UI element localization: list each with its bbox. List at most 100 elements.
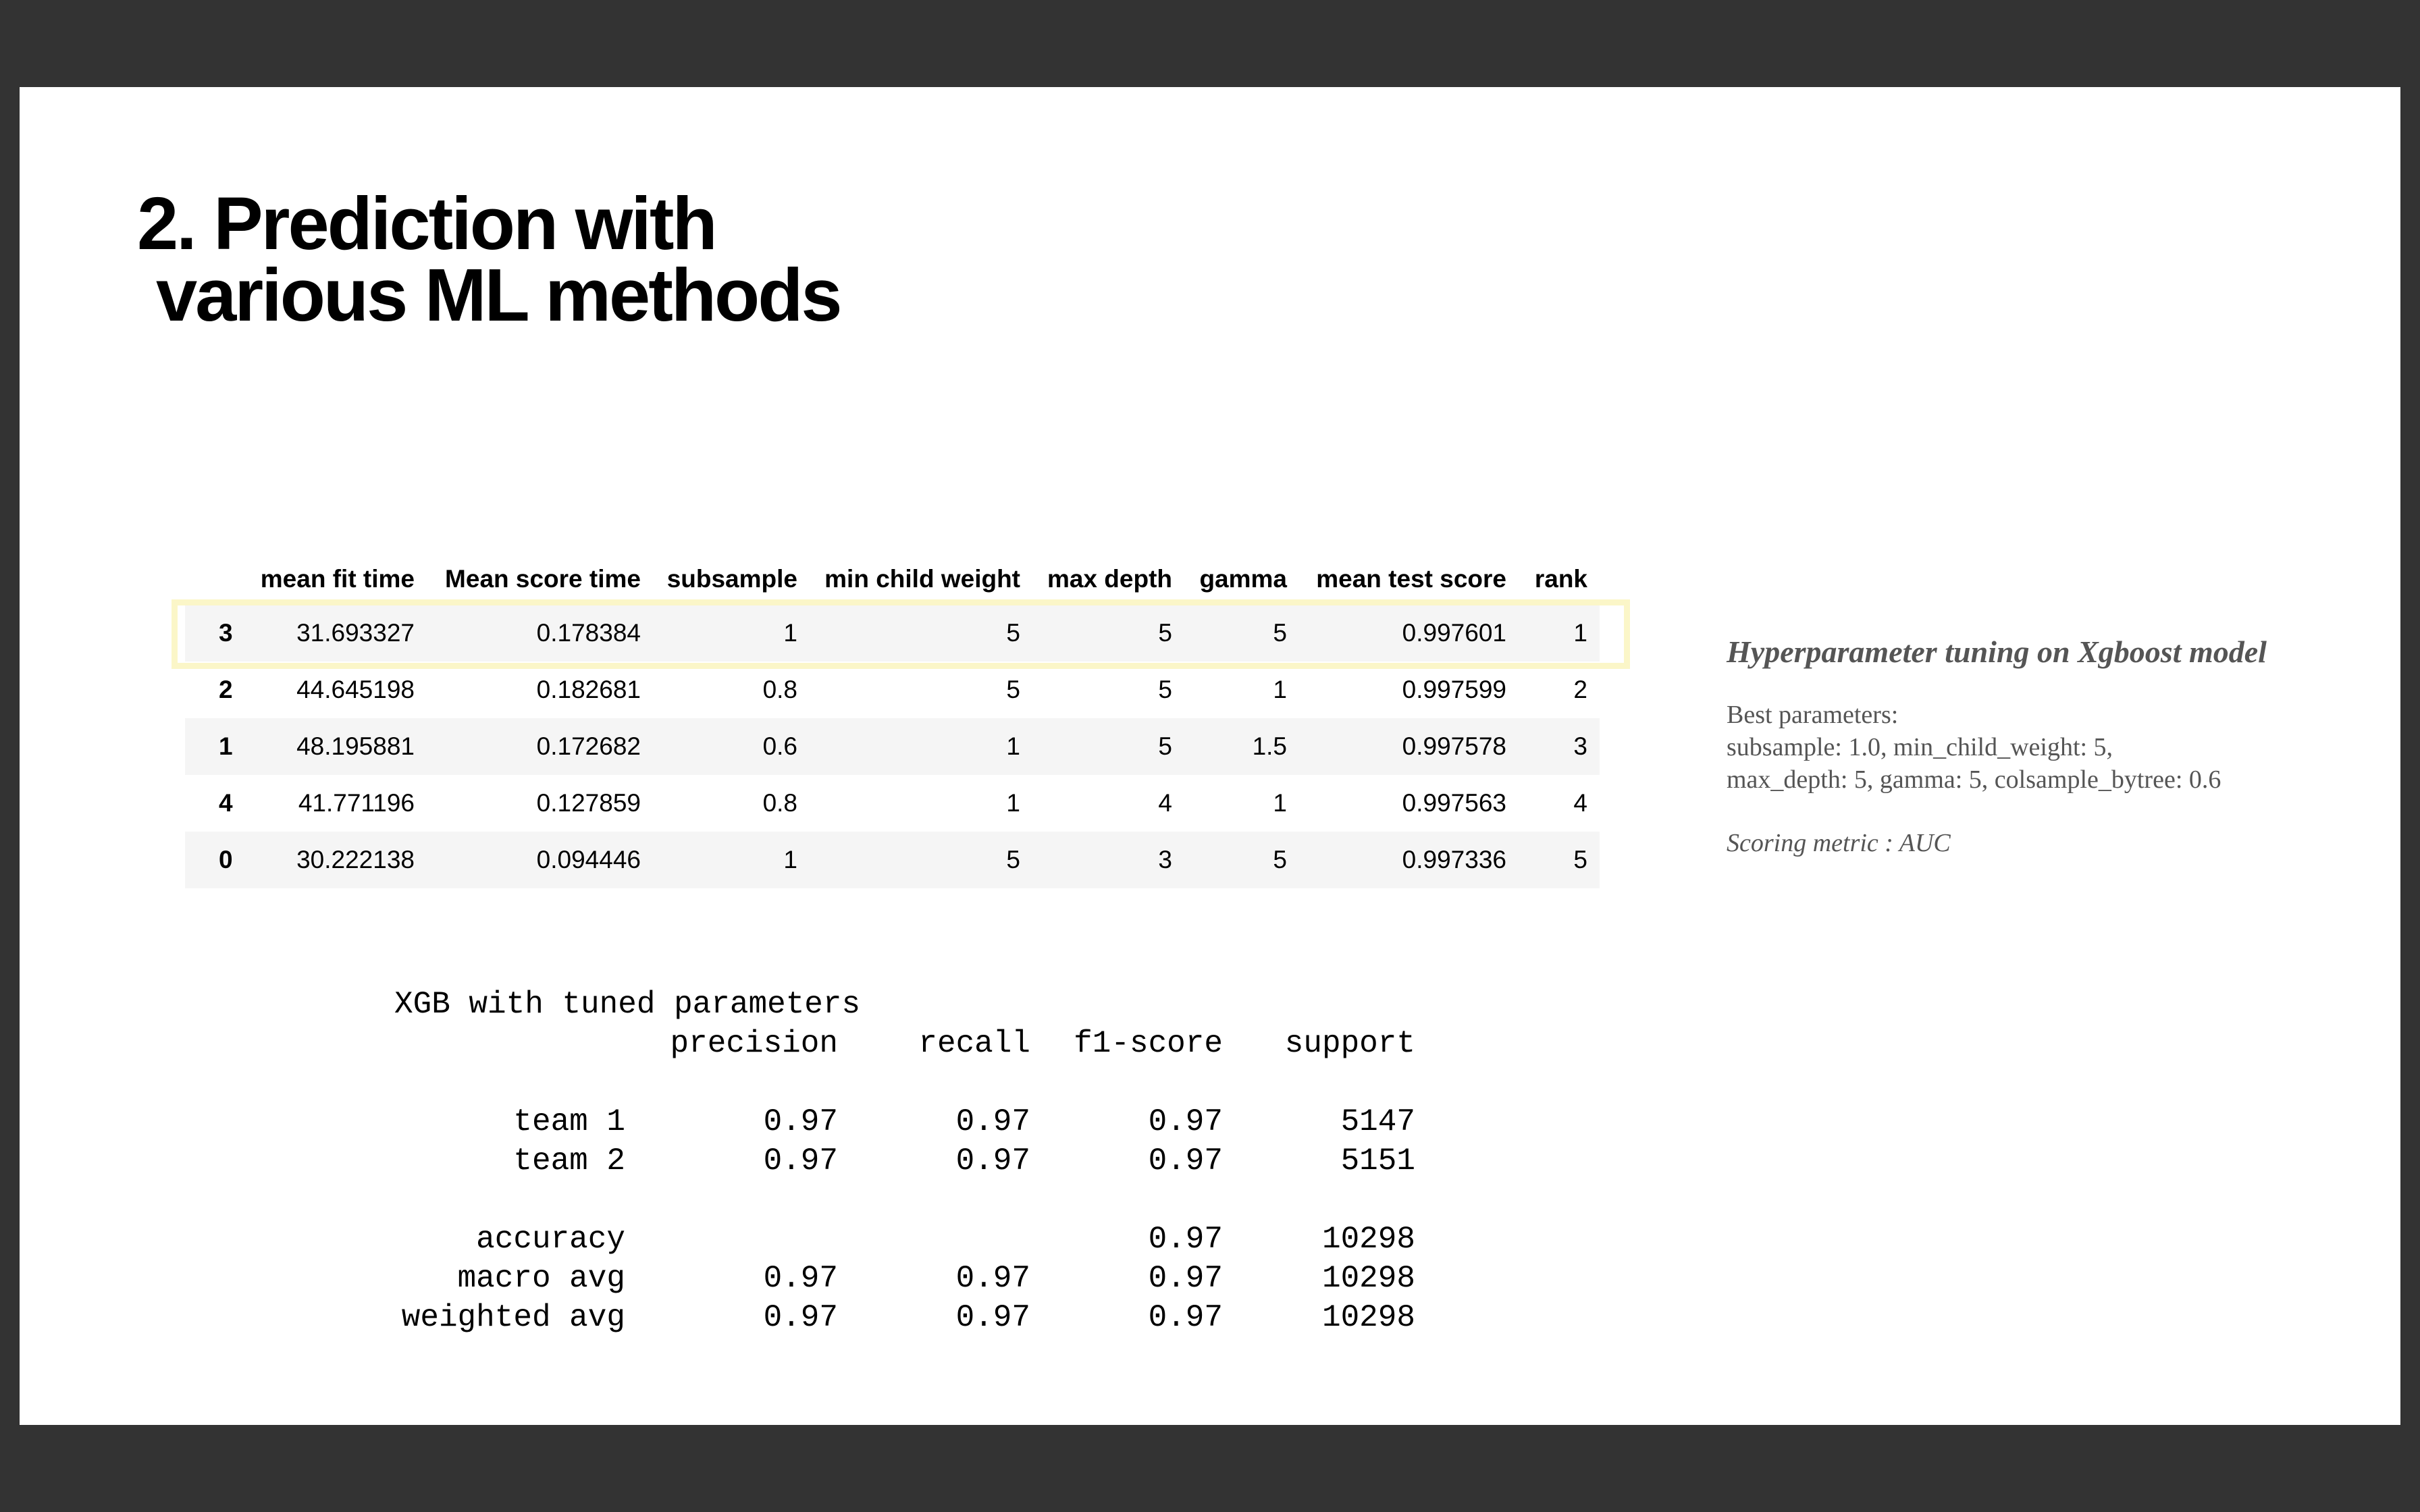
cell-mean-score-time: 0.178384 bbox=[536, 619, 641, 647]
report-summary-row: macro avg 0.97 0.97 0.97 10298 bbox=[394, 1259, 1415, 1298]
cell-rank: 5 bbox=[1573, 846, 1587, 873]
report-title: XGB with tuned parameters bbox=[394, 987, 861, 1022]
cell-gamma: 1.5 bbox=[1252, 732, 1287, 760]
report-row-label: accuracy bbox=[476, 1222, 625, 1257]
report-precision: 0.97 bbox=[763, 1300, 838, 1335]
cell-mean-fit-time: 30.222138 bbox=[296, 846, 415, 873]
cell-gamma: 5 bbox=[1273, 619, 1287, 647]
cell-mean-test-score: 0.997336 bbox=[1402, 846, 1506, 873]
header-max-depth: max depth bbox=[1047, 565, 1172, 593]
title-line-1: 2. Prediction with bbox=[137, 182, 718, 265]
report-row: team 1 0.97 0.97 0.97 5147 bbox=[394, 1102, 1415, 1141]
cell-max-depth: 5 bbox=[1158, 676, 1172, 703]
cell-max-depth: 4 bbox=[1158, 789, 1172, 817]
report-support: 5151 bbox=[1340, 1143, 1415, 1179]
note-title: Hyperparameter tuning on Xgboost model bbox=[1727, 634, 2267, 669]
row-index: 1 bbox=[219, 732, 233, 760]
cell-subsample: 1 bbox=[783, 846, 797, 873]
report-f1: 0.97 bbox=[1148, 1143, 1223, 1179]
header-min-child-weight: min child weight bbox=[824, 565, 1020, 593]
col-support: support bbox=[1284, 1026, 1415, 1061]
cell-max-depth: 3 bbox=[1158, 846, 1172, 873]
cell-min-child-weight: 5 bbox=[1006, 846, 1020, 873]
cell-mean-fit-time: 31.693327 bbox=[296, 619, 415, 647]
cell-max-depth: 5 bbox=[1158, 619, 1172, 647]
report-row-label: team 2 bbox=[513, 1143, 625, 1179]
slide: 2. Prediction with various ML methods mea… bbox=[20, 87, 2400, 1425]
cell-subsample: 1 bbox=[783, 619, 797, 647]
cell-mean-score-time: 0.094446 bbox=[536, 846, 641, 873]
header-rank: rank bbox=[1534, 565, 1587, 593]
col-recall: recall bbox=[918, 1026, 1030, 1061]
cell-gamma: 5 bbox=[1273, 846, 1287, 873]
best-parameters-label: Best parameters: bbox=[1727, 701, 1899, 729]
report-summary-row: accuracy 0.97 10298 bbox=[394, 1220, 1415, 1259]
table-row: 3 31.693327 0.178384 1 5 5 5 0.997601 1 bbox=[185, 605, 1600, 662]
cell-mean-test-score: 0.997599 bbox=[1402, 676, 1506, 703]
cell-gamma: 1 bbox=[1273, 789, 1287, 817]
cell-subsample: 0.8 bbox=[762, 676, 797, 703]
header-mean-test-score: mean test score bbox=[1316, 565, 1506, 593]
report-row-label: weighted avg bbox=[401, 1300, 625, 1335]
col-precision: precision bbox=[670, 1026, 838, 1061]
report-support: 10298 bbox=[1321, 1222, 1415, 1257]
classification-report: XGB with tuned parameters precision reca… bbox=[394, 985, 1415, 1337]
cell-max-depth: 5 bbox=[1158, 732, 1172, 760]
cell-mean-fit-time: 41.771196 bbox=[298, 789, 415, 817]
col-f1-score: f1-score bbox=[1074, 1026, 1223, 1061]
results-table: mean fit time Mean score time subsample … bbox=[185, 548, 1600, 888]
cell-min-child-weight: 5 bbox=[1006, 676, 1020, 703]
report-support: 10298 bbox=[1321, 1300, 1415, 1335]
report-precision: 0.97 bbox=[763, 1143, 838, 1179]
cell-mean-test-score: 0.997578 bbox=[1402, 732, 1506, 760]
cell-rank: 2 bbox=[1573, 676, 1587, 703]
header-subsample: subsample bbox=[666, 565, 797, 593]
row-index: 0 bbox=[219, 846, 233, 873]
report-f1: 0.97 bbox=[1148, 1261, 1223, 1296]
cell-min-child-weight: 5 bbox=[1006, 619, 1020, 647]
report-f1: 0.97 bbox=[1148, 1300, 1223, 1335]
row-index: 3 bbox=[219, 619, 233, 647]
report-row-label: macro avg bbox=[457, 1261, 625, 1296]
report-header: precision recall f1-score support bbox=[394, 1024, 1415, 1063]
report-recall: 0.97 bbox=[955, 1104, 1030, 1139]
cell-min-child-weight: 1 bbox=[1006, 789, 1020, 817]
header-gamma: gamma bbox=[1199, 565, 1287, 593]
cell-mean-fit-time: 44.645198 bbox=[296, 676, 415, 703]
cell-mean-score-time: 0.172682 bbox=[536, 732, 641, 760]
table-row: 2 44.645198 0.182681 0.8 5 5 1 0.997599 … bbox=[185, 662, 1600, 718]
report-recall: 0.97 bbox=[955, 1143, 1030, 1179]
report-recall bbox=[838, 1220, 1030, 1259]
cell-rank: 4 bbox=[1573, 789, 1587, 817]
report-f1: 0.97 bbox=[1148, 1104, 1223, 1139]
report-recall: 0.97 bbox=[955, 1261, 1030, 1296]
slide-title: 2. Prediction with various ML methods bbox=[137, 187, 843, 337]
row-index: 4 bbox=[219, 789, 233, 817]
report-support: 5147 bbox=[1340, 1104, 1415, 1139]
cell-min-child-weight: 1 bbox=[1006, 732, 1020, 760]
report-precision bbox=[625, 1220, 838, 1259]
cell-mean-score-time: 0.127859 bbox=[536, 789, 641, 817]
cell-mean-test-score: 0.997601 bbox=[1402, 619, 1506, 647]
header-mean-fit-time: mean fit time bbox=[260, 565, 415, 593]
cell-gamma: 1 bbox=[1273, 676, 1287, 703]
header-mean-score-time: Mean score time bbox=[445, 565, 641, 593]
report-row: team 2 0.97 0.97 0.97 5151 bbox=[394, 1141, 1415, 1181]
report-precision: 0.97 bbox=[763, 1104, 838, 1139]
report-summary-row: weighted avg 0.97 0.97 0.97 10298 bbox=[394, 1298, 1415, 1337]
note-body: Best parameters: subsample: 1.0, min_chi… bbox=[1727, 699, 2375, 796]
tuning-note: Hyperparameter tuning on Xgboost model B… bbox=[1727, 627, 2375, 858]
cell-mean-test-score: 0.997563 bbox=[1402, 789, 1506, 817]
cell-rank: 1 bbox=[1573, 619, 1587, 647]
report-row-label: team 1 bbox=[513, 1104, 625, 1139]
report-precision: 0.97 bbox=[763, 1261, 838, 1296]
best-parameters-line-1: subsample: 1.0, min_child_weight: 5, bbox=[1727, 733, 2113, 761]
scoring-metric: Scoring metric : AUC bbox=[1727, 829, 1951, 857]
report-support: 10298 bbox=[1321, 1261, 1415, 1296]
report-f1: 0.97 bbox=[1148, 1222, 1223, 1257]
title-line-2: various ML methods bbox=[156, 254, 843, 337]
table-row: 4 41.771196 0.127859 0.8 1 4 1 0.997563 … bbox=[185, 775, 1600, 832]
cell-mean-score-time: 0.182681 bbox=[536, 676, 641, 703]
table-row: 0 30.222138 0.094446 1 5 3 5 0.997336 5 bbox=[185, 832, 1600, 888]
cell-subsample: 0.6 bbox=[762, 732, 797, 760]
